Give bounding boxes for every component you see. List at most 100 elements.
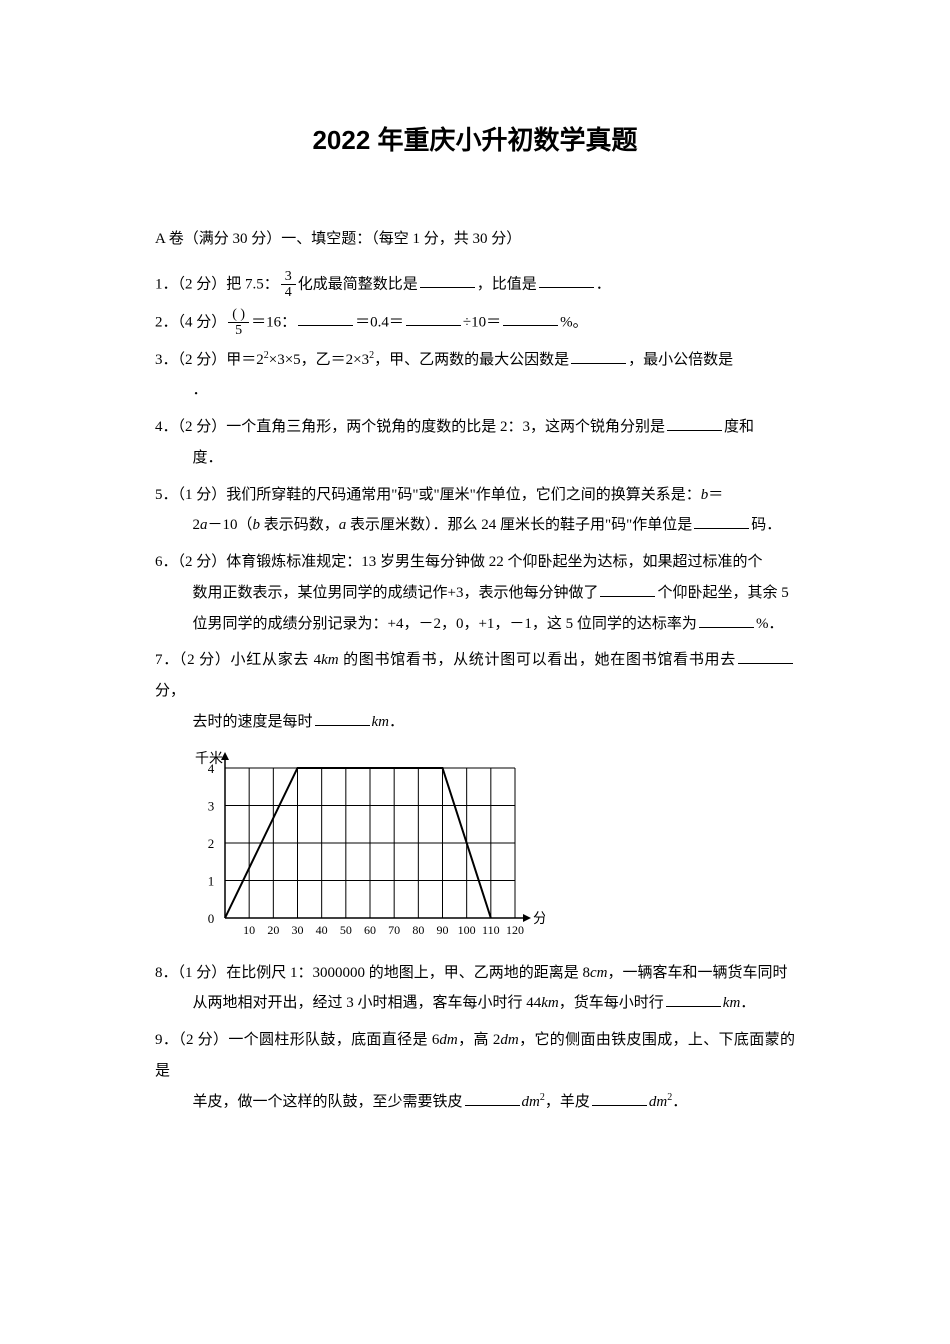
q8-line1c: ，一辆客车和一辆货车同时	[608, 965, 788, 981]
svg-text:50: 50	[340, 923, 352, 937]
question-8: 8．（1 分）在比例尺 1：3000000 的地图上，甲、乙两地的距离是 8cm…	[155, 958, 795, 1020]
blank	[592, 1091, 647, 1106]
q5-line2g: 表示厘米数）．那么 24 厘米长的鞋子用"码"作单位是	[346, 517, 692, 533]
blank	[539, 273, 594, 288]
question-3: 3．（2 分）甲＝22×3×5，乙＝2×32，甲、乙两数的最大公因数是，最小公倍…	[155, 345, 795, 407]
question-2: 2．（4 分）( )5＝16： ＝0.4＝ ÷10＝ %。	[155, 307, 795, 339]
q2-mid2: ＝0.4＝	[355, 314, 404, 330]
q1-mid: 化成最简整数比是	[298, 276, 418, 292]
line-chart: 千米分01234102030405060708090100110120	[185, 748, 795, 948]
question-1: 1．（2 分）把 7.5：34化成最简整数比是 ，比值是 ．	[155, 269, 795, 301]
chart-svg: 千米分01234102030405060708090100110120	[185, 748, 545, 948]
q8-line2e: ．	[740, 995, 755, 1011]
question-9: 9．（2 分）一个圆柱形队鼓，底面直径是 6dm，高 2dm，它的侧面由铁皮围成…	[155, 1025, 795, 1117]
blank	[699, 613, 754, 628]
q7-line2a: 去时的速度是每时	[193, 714, 313, 730]
q9-dm2: dm	[500, 1032, 518, 1048]
q2-prefix: 2．（4 分）	[155, 314, 226, 330]
svg-text:0: 0	[208, 911, 215, 926]
q4-line2: 度．	[155, 443, 795, 474]
q3-line1c: ，甲、乙两数的最大公因数是	[374, 352, 569, 368]
q1-fraction: 34	[281, 269, 296, 301]
question-5: 5．（1 分）我们所穿鞋的尺码通常用"码"或"厘米"作单位，它们之间的换算关系是…	[155, 480, 795, 542]
q7-line1d: 分，	[155, 683, 185, 699]
blank	[315, 711, 370, 726]
question-7: 7．（2 分）小红从家去 4km 的图书馆看书，从统计图可以看出，她在图书馆看书…	[155, 645, 795, 737]
svg-text:分: 分	[533, 911, 545, 927]
blank	[667, 416, 722, 431]
q5-var-b2: b	[253, 517, 261, 533]
q9-line2a: 羊皮，做一个这样的队鼓，至少需要铁皮	[193, 1094, 463, 1110]
q6-line3b: %．	[756, 616, 784, 632]
svg-text:10: 10	[243, 923, 255, 937]
q8-line1a: 8．（1 分）在比例尺 1：3000000 的地图上，甲、乙两地的距离是 8	[155, 965, 590, 981]
q6-line1: 6．（2 分）体育锻炼标准规定：13 岁男生每分钟做 22 个仰卧起坐为达标，如…	[155, 547, 795, 578]
q8-km2: km	[723, 995, 741, 1011]
q2-end: %。	[560, 314, 588, 330]
q3-line1b: ×3×5，乙＝2×3	[269, 352, 369, 368]
q1-period: ．	[596, 276, 611, 292]
q5-line2c: －10（	[208, 517, 253, 533]
svg-text:3: 3	[208, 798, 215, 813]
svg-text:100: 100	[458, 923, 476, 937]
svg-text:2: 2	[208, 836, 215, 851]
blank	[738, 649, 793, 664]
blank	[465, 1091, 520, 1106]
q5-line1a: 5．（1 分）我们所穿鞋的尺码通常用"码"或"厘米"作单位，它们之间的换算关系是…	[155, 487, 701, 503]
q3-line2: ．	[155, 375, 795, 406]
svg-text:90: 90	[437, 923, 449, 937]
svg-text:120: 120	[506, 923, 524, 937]
q2-mid3: ÷10＝	[463, 314, 501, 330]
svg-text:70: 70	[388, 923, 400, 937]
q7-line2c: ．	[389, 714, 404, 730]
q7-line1c: 的图书馆看书，从统计图可以看出，她在图书馆看书用去	[339, 652, 736, 668]
q5-line1c: ＝	[708, 487, 723, 503]
exam-title: 2022 年重庆小升初数学真题	[155, 120, 795, 157]
q4-line1: 4．（2 分）一个直角三角形，两个锐角的度数的比是 2：3，这两个锐角分别是	[155, 419, 665, 435]
q5-line2a: 2	[193, 517, 201, 533]
blank	[666, 992, 721, 1007]
q5-line2e: 表示码数，	[260, 517, 339, 533]
q1-prefix: 1．（2 分）把 7.5：	[155, 276, 279, 292]
q3-line1d: ，最小公倍数是	[628, 352, 733, 368]
blank	[406, 311, 461, 326]
svg-text:4: 4	[208, 761, 215, 776]
q9-line2e: ．	[672, 1094, 687, 1110]
svg-text:30: 30	[292, 923, 304, 937]
q6-line3a: 位男同学的成绩分别记录为：+4，－2，0，+1，－1，这 5 位同学的达标率为	[193, 616, 697, 632]
svg-text:20: 20	[267, 923, 279, 937]
q6-line2b: 个仰卧起坐，其余 5	[657, 585, 788, 601]
q9-line1a: 9．（2 分）一个圆柱形队鼓，底面直径是 6	[155, 1032, 439, 1048]
q9-line2c: ，羊皮	[545, 1094, 590, 1110]
q3-line1a: 3．（2 分）甲＝2	[155, 352, 264, 368]
svg-text:1: 1	[208, 873, 215, 888]
section-header: A 卷（满分 30 分）一、填空题：（每空 1 分，共 30 分）	[155, 227, 795, 251]
q7-km1: km	[321, 652, 339, 668]
q7-km2: km	[372, 714, 390, 730]
question-4: 4．（2 分）一个直角三角形，两个锐角的度数的比是 2：3，这两个锐角分别是 度和…	[155, 412, 795, 474]
q1-end: ，比值是	[477, 276, 537, 292]
q8-line2a: 从两地相对开出，经过 3 小时相遇，客车每小时行 44	[193, 995, 542, 1011]
q6-line2a: 数用正数表示，某位男同学的成绩记作+3，表示他每分钟做了	[193, 585, 599, 601]
q2-mid1: ＝16：	[251, 314, 296, 330]
q8-line2c: ，货车每小时行	[559, 995, 664, 1011]
q8-km1: km	[541, 995, 559, 1011]
svg-text:110: 110	[482, 923, 500, 937]
question-6: 6．（2 分）体育锻炼标准规定：13 岁男生每分钟做 22 个仰卧起坐为达标，如…	[155, 547, 795, 639]
q7-line1a: 7．（2 分）小红从家去 4	[155, 652, 321, 668]
q9-dm4: dm	[649, 1094, 667, 1110]
q2-fraction: ( )5	[228, 307, 249, 339]
blank	[600, 582, 655, 597]
blank	[420, 273, 475, 288]
blank	[571, 349, 626, 364]
blank	[298, 311, 353, 326]
svg-text:40: 40	[316, 923, 328, 937]
q5-line2end: 码．	[751, 517, 781, 533]
svg-text:80: 80	[412, 923, 424, 937]
q8-cm: cm	[590, 965, 608, 981]
q5-var-a: a	[200, 517, 208, 533]
blank	[694, 514, 749, 529]
q4-line1-end: 度和	[724, 419, 754, 435]
q9-line1c: ，高 2	[458, 1032, 501, 1048]
svg-text:60: 60	[364, 923, 376, 937]
